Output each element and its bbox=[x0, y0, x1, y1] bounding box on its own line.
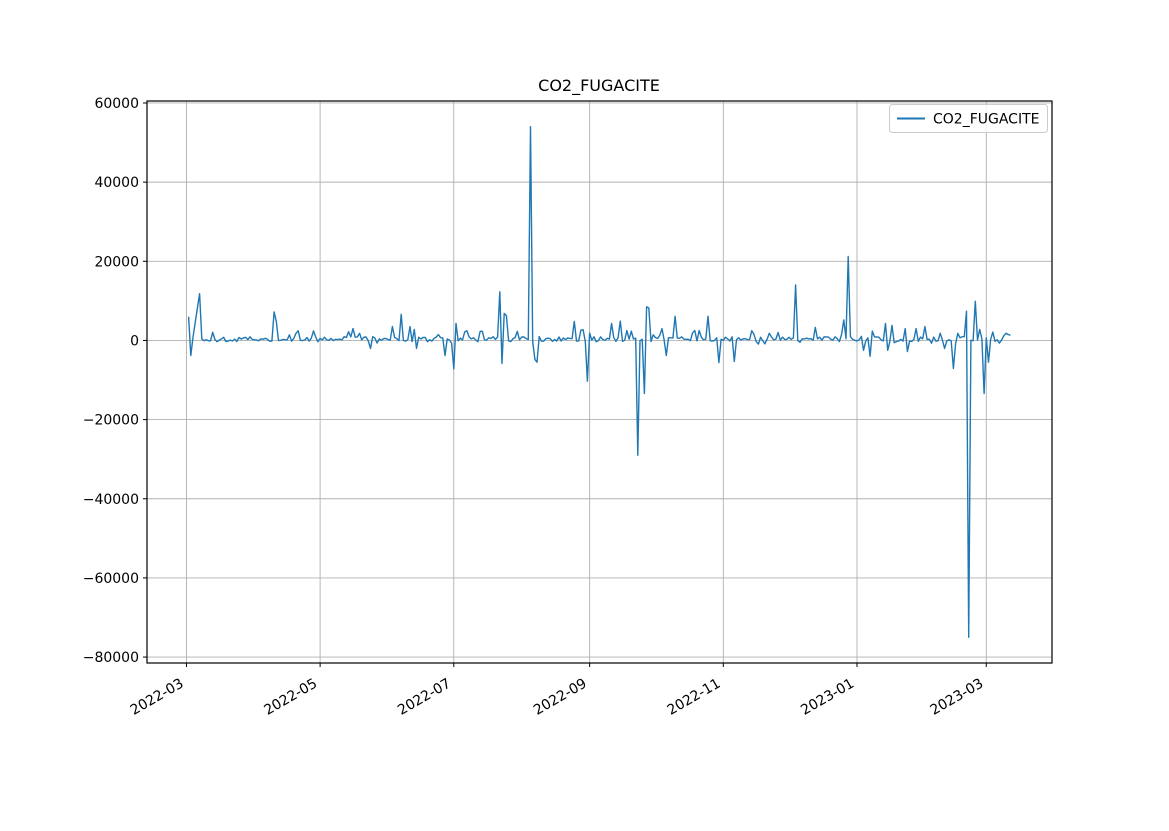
plot-area bbox=[147, 101, 1052, 663]
y-tick-label: 0 bbox=[130, 333, 139, 349]
x-tick-label: 2022-05 bbox=[261, 676, 320, 719]
x-tick-label: 2023-01 bbox=[798, 676, 857, 719]
x-tick-label: 2023-03 bbox=[928, 676, 987, 719]
y-tick-label: −40000 bbox=[83, 492, 139, 508]
legend-label: CO2_FUGACITE bbox=[933, 112, 1039, 128]
y-tick-label: −80000 bbox=[83, 650, 139, 666]
axes-frame bbox=[146, 100, 1053, 664]
y-tick-label: 40000 bbox=[94, 175, 139, 191]
grid-lines bbox=[147, 101, 1052, 663]
x-tick-label: 2022-09 bbox=[531, 676, 590, 719]
x-tick-label: 2022-07 bbox=[395, 676, 454, 719]
legend: CO2_FUGACITE bbox=[889, 104, 1048, 133]
legend-box bbox=[889, 104, 1048, 133]
y-axis-tick-labels: 60000 40000 20000 0 −20000 −40000 −60000 −80000 bbox=[83, 96, 139, 666]
chart-title: CO2_FUGACITE bbox=[538, 76, 660, 96]
y-tick-label: 20000 bbox=[94, 254, 139, 270]
y-tick-label: −20000 bbox=[83, 413, 139, 429]
x-tick-label: 2022-03 bbox=[128, 676, 187, 719]
y-tick-label: −60000 bbox=[83, 571, 139, 587]
co2-fugacite-series-line bbox=[187, 126, 1011, 638]
y-tick-label: 60000 bbox=[94, 96, 139, 112]
axis-ticks bbox=[143, 102, 987, 667]
x-axis-tick-labels: 2022-03 2022-05 2022-07 2022-09 2022-11 2023-… bbox=[128, 676, 986, 719]
x-tick-label: 2022-11 bbox=[665, 676, 724, 719]
